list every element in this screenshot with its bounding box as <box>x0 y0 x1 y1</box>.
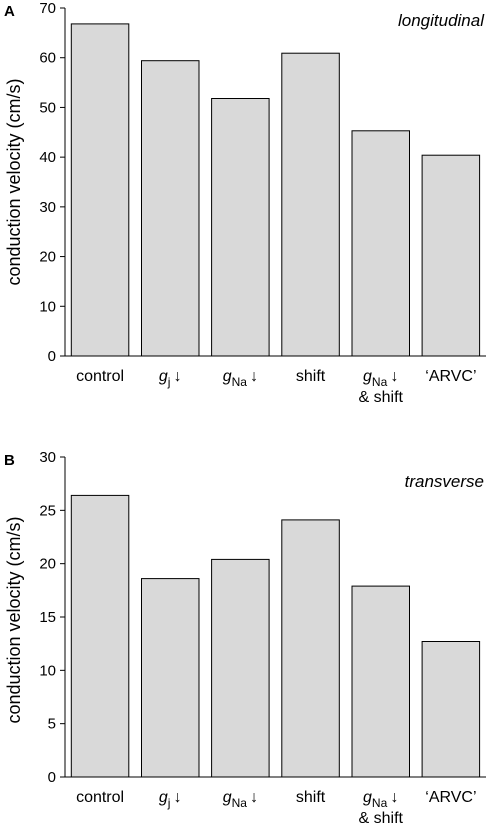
y-tick-label-b: 25 <box>39 502 56 519</box>
x-tick-label-b-4: shift <box>296 789 326 806</box>
x-tick-label-a-5-line2: & shift <box>359 389 404 406</box>
x-tick-label-a-4: shift <box>296 368 326 385</box>
bar-a-4 <box>281 52 340 357</box>
y-tick-label-a: 0 <box>48 348 56 365</box>
x-tick-label-b-5-line2: & shift <box>359 810 404 827</box>
y-tick-label-a: 20 <box>39 249 56 266</box>
bar-a-2 <box>141 60 200 357</box>
y-tick-label-b: 10 <box>39 662 56 679</box>
panel-title-a: longitudinal <box>398 11 485 30</box>
y-axis-label-b: conduction velocity (cm/s) <box>4 516 24 723</box>
bar-a-3 <box>211 98 270 357</box>
bar-b-4 <box>281 519 340 778</box>
bar-b-6 <box>421 641 481 778</box>
bar-b-5 <box>351 585 410 778</box>
x-tick-label-b-5: gNa ↓ <box>363 789 398 810</box>
y-tick-label-a: 40 <box>39 149 56 166</box>
y-tick-label-a: 60 <box>39 50 56 67</box>
x-tick-label-a-1: control <box>76 368 124 385</box>
bar-b-2 <box>141 578 200 778</box>
x-tick-label-b-3: gNa ↓ <box>223 789 258 810</box>
y-tick-label-a: 10 <box>39 298 56 315</box>
bar-a-6 <box>421 154 481 357</box>
bar-a-1 <box>70 23 130 357</box>
panel-letter-b: B <box>4 452 15 469</box>
y-tick-label-b: 0 <box>48 769 56 786</box>
y-tick-label-b: 20 <box>39 556 56 573</box>
bar-b-3 <box>211 558 270 778</box>
panel-letter-a: A <box>4 3 15 20</box>
y-tick-label-b: 30 <box>39 449 56 466</box>
panel-a: A longitudinal conduction velocity (cm/s… <box>4 0 486 406</box>
y-tick-label-b: 15 <box>39 609 56 626</box>
x-tick-label-a-6: ‘ARVC’ <box>425 368 476 385</box>
panel-b: B transverse conduction velocity (cm/s) … <box>4 449 486 827</box>
x-tick-label-a-5: gNa ↓ <box>363 368 398 389</box>
x-tick-label-a-2: gj ↓ <box>159 368 182 389</box>
x-tick-label-b-6: ‘ARVC’ <box>425 789 476 806</box>
panel-title-b: transverse <box>405 472 484 491</box>
y-tick-label-b: 5 <box>48 716 56 733</box>
y-tick-label-a: 70 <box>39 0 56 17</box>
x-tick-label-a-3: gNa ↓ <box>223 368 258 389</box>
y-tick-label-a: 30 <box>39 199 56 216</box>
y-axis-label-a: conduction velocity (cm/s) <box>4 78 24 285</box>
bar-b-1 <box>70 494 130 778</box>
x-tick-label-b-2: gj ↓ <box>159 789 182 810</box>
y-tick-label-a: 50 <box>39 99 56 116</box>
x-tick-label-b-1: control <box>76 789 124 806</box>
bar-a-5 <box>351 130 410 357</box>
